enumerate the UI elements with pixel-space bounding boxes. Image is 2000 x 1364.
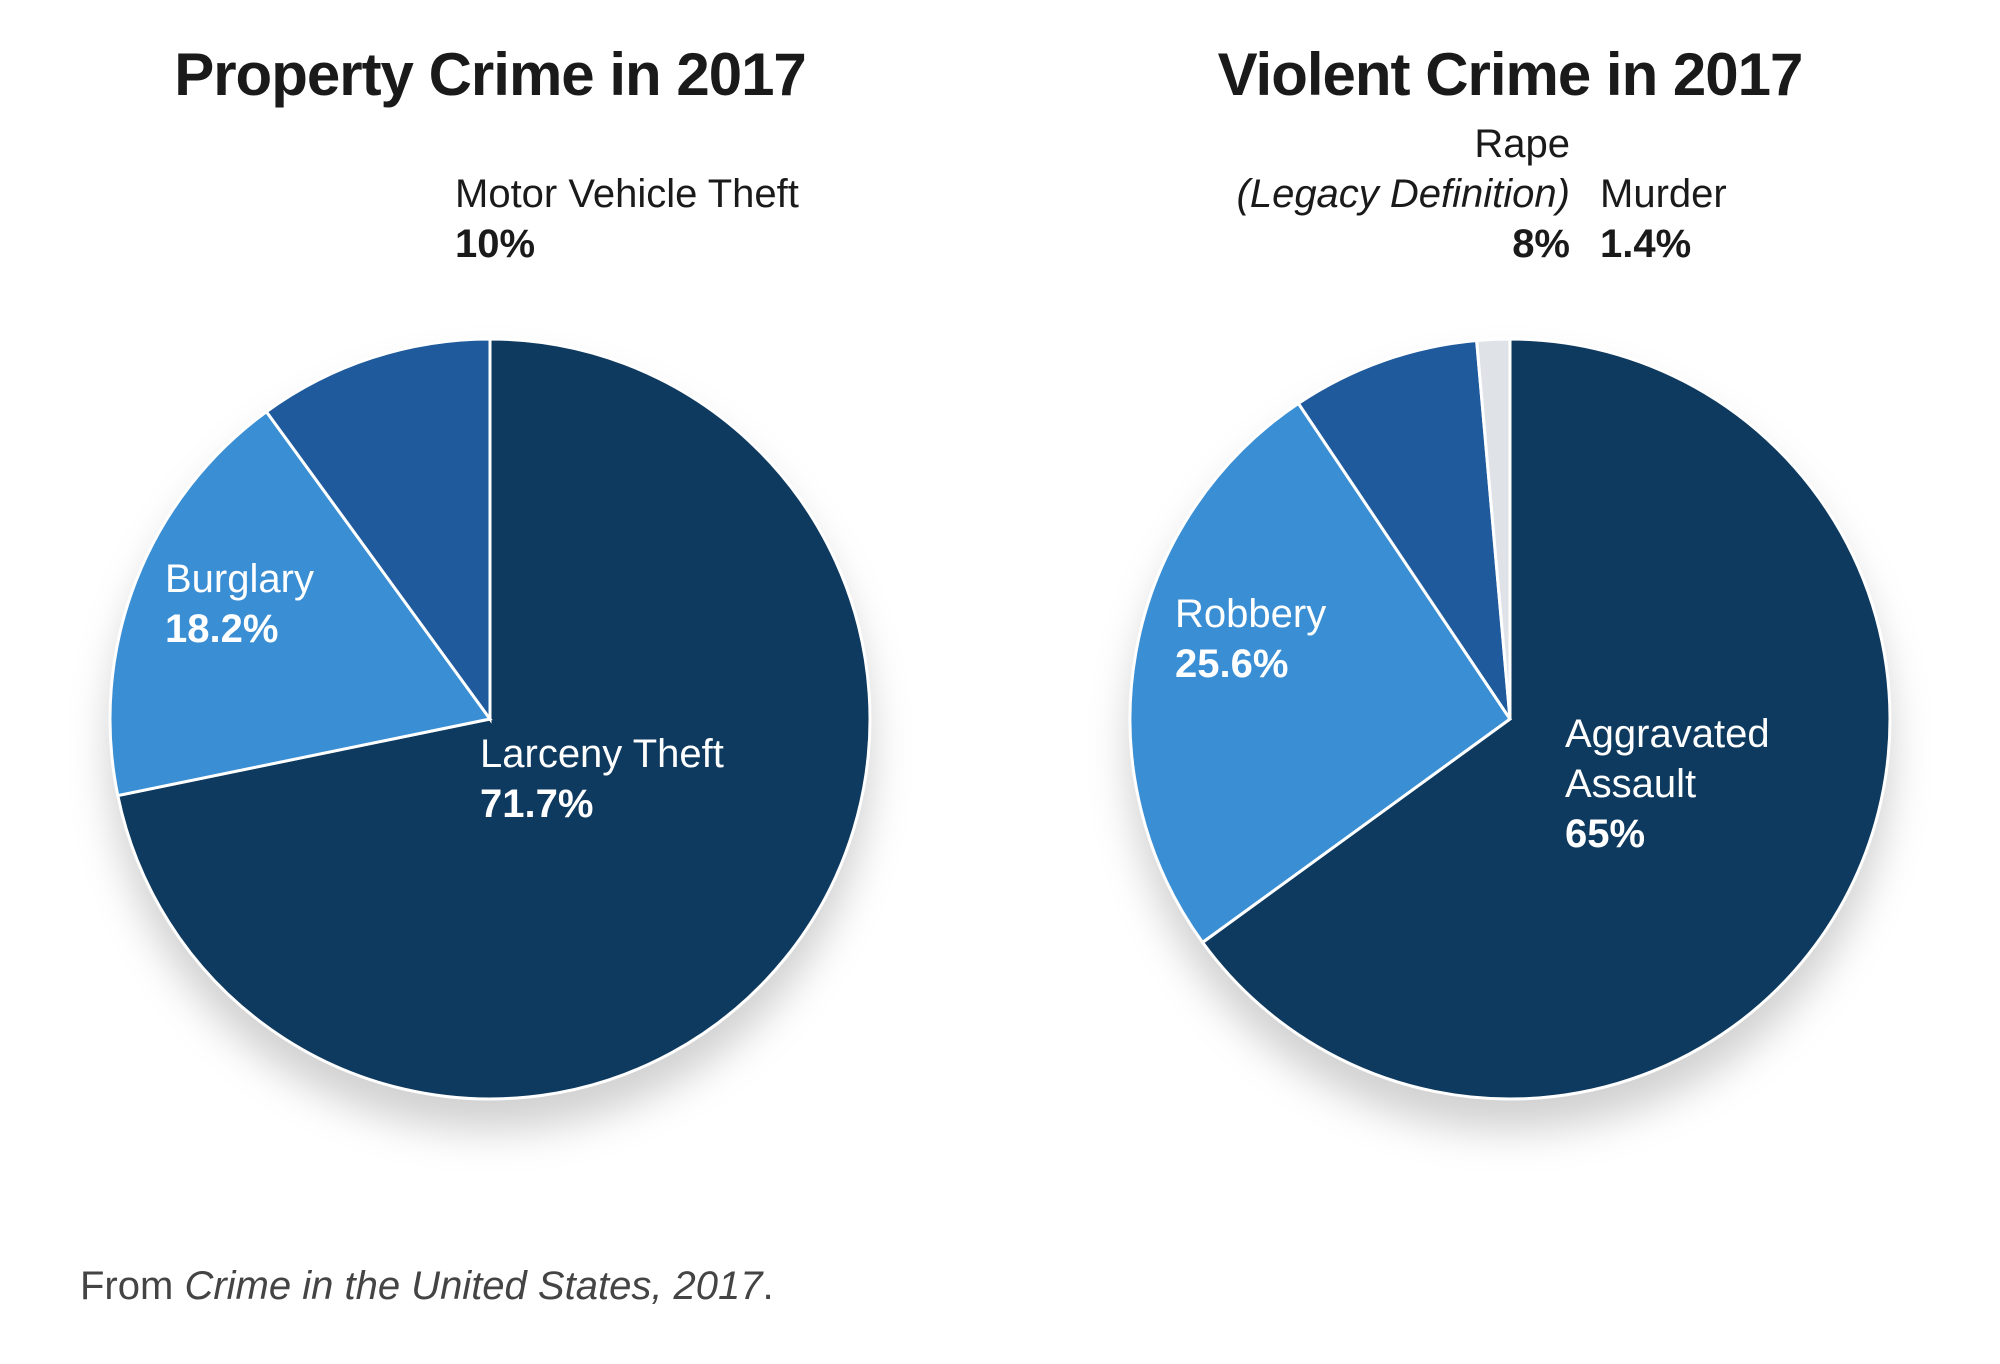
caption-italic: Crime in the United States, 2017 <box>184 1264 762 1308</box>
slice-label-robbery: Robbery 25.6% <box>1175 589 1326 689</box>
slice-label-burglary: Burglary 18.2% <box>165 554 314 654</box>
slice-pct: 65% <box>1565 809 1770 859</box>
slice-pct: 18.2% <box>165 604 314 654</box>
chart-title: Violent Crime in 2017 <box>1218 40 1803 109</box>
slice-name: Motor Vehicle Theft <box>455 169 799 219</box>
pie-slices <box>110 339 870 1099</box>
slice-label-murder: Murder 1.4% <box>1600 169 1727 269</box>
figure-caption: From Crime in the United States, 2017. <box>80 1264 774 1309</box>
pie-svg <box>1120 329 1900 1109</box>
slice-name: Rape <box>1230 119 1570 169</box>
pie-slices <box>1130 339 1890 1099</box>
caption-prefix: From <box>80 1264 184 1308</box>
chart-property-crime: Property Crime in 2017 Motor Vehicle The… <box>40 40 940 1179</box>
pie-svg <box>100 329 880 1109</box>
slice-name-line2: Assault <box>1565 759 1770 809</box>
slice-pct: 1.4% <box>1600 219 1727 269</box>
slice-name: Murder <box>1600 169 1727 219</box>
slice-subtitle: (Legacy Definition) <box>1230 169 1570 219</box>
slice-label-aggravated-assault: Aggravated Assault 65% <box>1565 709 1770 859</box>
slice-pct: 10% <box>455 219 799 269</box>
slice-name: Larceny Theft <box>480 729 724 779</box>
slice-pct: 8% <box>1230 219 1570 269</box>
slice-name: Burglary <box>165 554 314 604</box>
slice-label-motor-vehicle-theft: Motor Vehicle Theft 10% <box>455 169 799 269</box>
chart-title: Property Crime in 2017 <box>174 40 806 109</box>
slice-label-larceny-theft: Larceny Theft 71.7% <box>480 729 724 829</box>
slice-pct: 25.6% <box>1175 639 1326 689</box>
slice-pct: 71.7% <box>480 779 724 829</box>
slice-name: Robbery <box>1175 589 1326 639</box>
pie-wrap: Motor Vehicle Theft 10% Burglary 18.2% L… <box>40 119 940 1179</box>
figure-root: Property Crime in 2017 Motor Vehicle The… <box>0 0 2000 1364</box>
slice-name-line1: Aggravated <box>1565 709 1770 759</box>
pie-wrap: Rape (Legacy Definition) 8% Murder 1.4% … <box>1060 119 1960 1179</box>
chart-violent-crime: Violent Crime in 2017 Rape (Legacy Defin… <box>1060 40 1960 1179</box>
slice-label-rape: Rape (Legacy Definition) 8% <box>1230 119 1570 269</box>
caption-suffix: . <box>763 1264 774 1308</box>
charts-row: Property Crime in 2017 Motor Vehicle The… <box>0 0 2000 1179</box>
